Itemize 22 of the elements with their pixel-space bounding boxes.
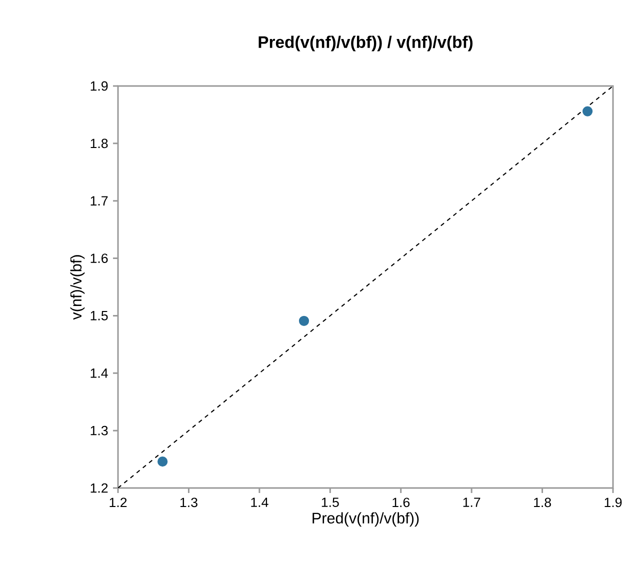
point xyxy=(582,106,593,116)
y-axis-title: v(nf)/v(bf) xyxy=(70,255,85,320)
y-tick-label: 1.9 xyxy=(90,81,108,91)
y-tick-label: 1.4 xyxy=(90,368,108,378)
x-tick-label: 1.3 xyxy=(180,498,198,508)
y-tick-label: 1.8 xyxy=(90,138,108,148)
x-tick-label: 1.9 xyxy=(604,498,622,508)
x-tick-label: 1.4 xyxy=(251,498,268,507)
y-tick-label: 1.2 xyxy=(90,483,108,493)
point xyxy=(298,316,310,326)
x-tick-label: 1.6 xyxy=(392,498,410,508)
y-tick-label: 1.6 xyxy=(90,254,108,263)
x-tick-label: 1.8 xyxy=(534,498,551,508)
y-tick-label: 1.5 xyxy=(90,311,108,320)
x-tick-label: 1.2 xyxy=(110,498,127,508)
point xyxy=(157,456,168,467)
chart-title: Pred(v(nf)/v(bf)) / v(nf)/v(bf) xyxy=(258,36,473,52)
x-tick-label: 1.5 xyxy=(322,498,339,508)
x-tick-label: 1.7 xyxy=(463,498,480,507)
y-tick-label: 1.7 xyxy=(90,196,108,206)
x-axis-title: Pred(v(nf)/v(bf)) xyxy=(312,512,419,527)
y-tick-label: 1.3 xyxy=(90,426,108,436)
